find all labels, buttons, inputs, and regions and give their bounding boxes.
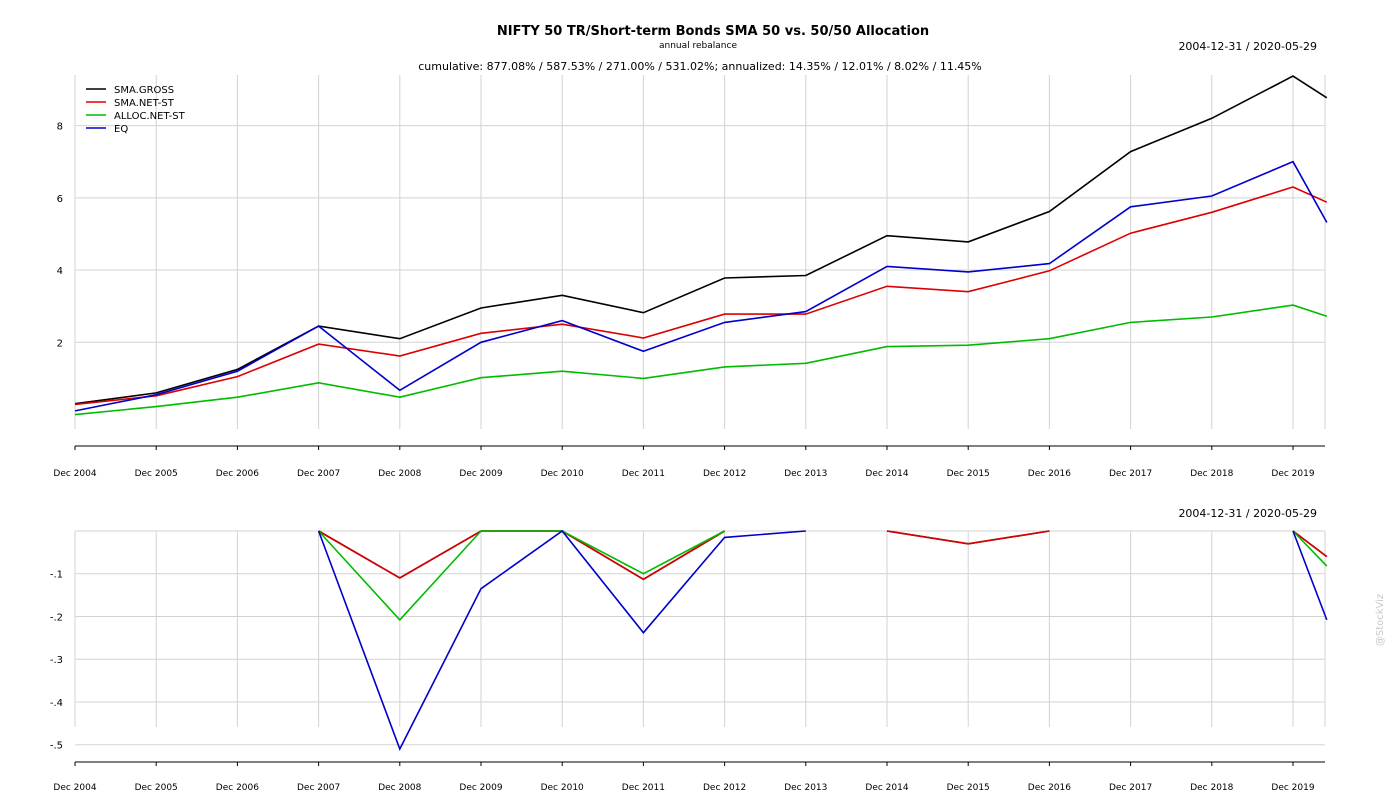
x-tick-label: Dec 2016 (1028, 783, 1071, 793)
main-panel: Dec 2004 Dec 2005 Dec 2006 Dec 2007 Dec 2008… (53, 75, 1328, 479)
x-tick-label: Dec 2017 (1109, 783, 1152, 793)
x-tick-label: Dec 2012 (703, 469, 746, 479)
watermark-text: @StockViz (1375, 594, 1386, 646)
y-tick-label: 8 (57, 122, 63, 133)
series-line-eq (317, 529, 806, 751)
x-tick-label: Dec 2018 (1190, 783, 1233, 793)
y-tick-label: -.3 (50, 655, 63, 666)
date-range-bottom: 2004-12-31 / 2020-05-29 (1178, 507, 1317, 520)
legend-label-eq: EQ (114, 124, 128, 135)
x-tick-label: Dec 2019 (1271, 469, 1314, 479)
x-tick-label: Dec 2010 (541, 783, 584, 793)
x-tick-label: Dec 2011 (622, 783, 665, 793)
series-line-sma-net-st (74, 186, 1328, 406)
x-tick-label: Dec 2014 (865, 469, 908, 479)
drawdown-panel: Dec 2004 Dec 2005 Dec 2006 Dec 2007 Dec 2008… (50, 529, 1328, 793)
x-tick-label: Dec 2010 (541, 469, 584, 479)
series-line-sma-gross (318, 530, 726, 581)
x-tick-label: Dec 2013 (784, 469, 827, 479)
legend-label-alloc-net-st: ALLOC.NET-ST (114, 111, 186, 122)
x-tick-label: Dec 2006 (216, 783, 259, 793)
y-tick-label: -.2 (50, 612, 63, 623)
x-tick-label: Dec 2007 (297, 783, 340, 793)
x-tick-label: Dec 2019 (1271, 783, 1314, 793)
x-tick-label: Dec 2012 (703, 783, 746, 793)
date-range-top: 2004-12-31 / 2020-05-29 (1178, 40, 1317, 53)
series-line-alloc-net-st (318, 530, 725, 622)
y-tick-label: -.4 (50, 698, 63, 709)
series-line-alloc-net-st (74, 304, 1328, 416)
series-line-eq (1292, 530, 1328, 621)
x-tick-label: Dec 2007 (297, 469, 340, 479)
x-tick-label: Dec 2009 (459, 469, 502, 479)
y-tick-label: 6 (57, 194, 63, 205)
chart-stats: cumulative: 877.08% / 587.53% / 271.00% … (418, 60, 982, 73)
x-tick-label: Dec 2013 (784, 783, 827, 793)
series-line-sma-net-st (318, 530, 726, 581)
x-tick-label: Dec 2018 (1190, 469, 1233, 479)
x-tick-label: Dec 2005 (135, 783, 178, 793)
x-tick-label: Dec 2017 (1109, 469, 1152, 479)
series-line-sma-net-st (1292, 530, 1328, 558)
x-tick-label: Dec 2004 (53, 469, 96, 479)
series-line-alloc-net-st (1292, 530, 1328, 567)
x-tick-label: Dec 2011 (622, 469, 665, 479)
series-line-eq (74, 160, 1328, 412)
x-tick-label: Dec 2005 (135, 469, 178, 479)
x-tick-label: Dec 2004 (53, 783, 96, 793)
y-tick-label: -.5 (50, 741, 63, 752)
x-tick-label: Dec 2014 (865, 783, 908, 793)
chart-subtitle: annual rebalance (659, 41, 737, 51)
x-tick-label: Dec 2015 (947, 469, 990, 479)
chart-legend: SMA.GROSS SMA.NET-ST ALLOC.NET-ST EQ (86, 85, 186, 135)
y-tick-label: 4 (57, 266, 63, 277)
legend-label-sma-gross: SMA.GROSS (114, 85, 174, 96)
x-tick-label: Dec 2006 (216, 469, 259, 479)
x-tick-label: Dec 2015 (947, 783, 990, 793)
y-tick-label: -.1 (50, 570, 63, 581)
x-tick-label: Dec 2016 (1028, 469, 1071, 479)
x-tick-label: Dec 2008 (378, 783, 421, 793)
legend-label-sma-net-st: SMA.NET-ST (114, 98, 175, 109)
x-tick-label: Dec 2009 (459, 783, 502, 793)
x-tick-label: Dec 2008 (378, 469, 421, 479)
y-tick-label: 2 (57, 338, 63, 349)
chart-title: NIFTY 50 TR/Short-term Bonds SMA 50 vs. … (497, 24, 929, 39)
series-line-sma-net-st (886, 530, 1050, 545)
